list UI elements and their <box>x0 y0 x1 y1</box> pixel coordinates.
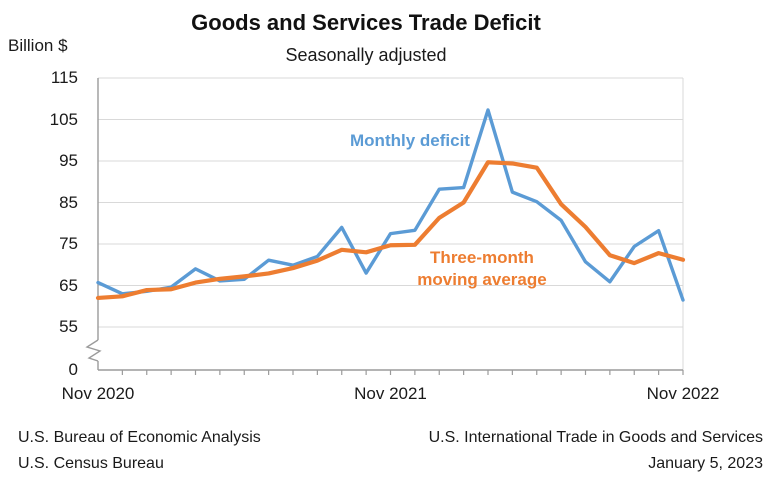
footer-bea-line: U.S. Bureau of Economic Analysis <box>18 429 261 446</box>
y-tick-label: 115 <box>50 68 78 87</box>
footer-report-date: January 5, 2023 <box>648 455 763 472</box>
footer-report-name: U.S. International Trade in Goods and Se… <box>428 429 763 446</box>
y-tick-label: 105 <box>49 109 78 129</box>
moving-average-line <box>95 160 686 301</box>
axis-break-icon <box>85 339 102 362</box>
y-tick-label: 75 <box>59 234 78 253</box>
chart-subtitle: Seasonally adjusted <box>285 45 447 65</box>
footer-source-right: U.S. International Trade in Goods and Se… <box>429 425 763 477</box>
monthly-deficit-line <box>96 108 685 302</box>
y-tick-label: 95 <box>59 151 78 170</box>
chart-title: Goods and Services Trade Deficit <box>191 10 541 35</box>
footer-census-line: U.S. Census Bureau <box>18 455 164 472</box>
y-tick-label: 55 <box>59 317 78 336</box>
moving-average-series-label-line1: Three-month <box>430 248 534 267</box>
moving-average-series-label-line2: moving average <box>417 270 547 289</box>
moving-average-series-label: Three-month moving average <box>401 247 563 291</box>
y-tick-label: 85 <box>59 192 78 212</box>
y-tick-label: 65 <box>59 275 78 295</box>
y-axis-unit-label: Billion $ <box>8 36 68 55</box>
y-tick-label: 0 <box>68 360 78 379</box>
x-tick-label: Nov 2021 <box>354 384 427 403</box>
x-tick-label: Nov 2022 <box>646 384 720 403</box>
x-tick-label: Nov 2020 <box>61 384 135 403</box>
monthly-deficit-series-label: Monthly deficit <box>350 131 470 150</box>
footer-source-left: U.S. Bureau of Economic Analysis U.S. Ce… <box>18 425 261 477</box>
